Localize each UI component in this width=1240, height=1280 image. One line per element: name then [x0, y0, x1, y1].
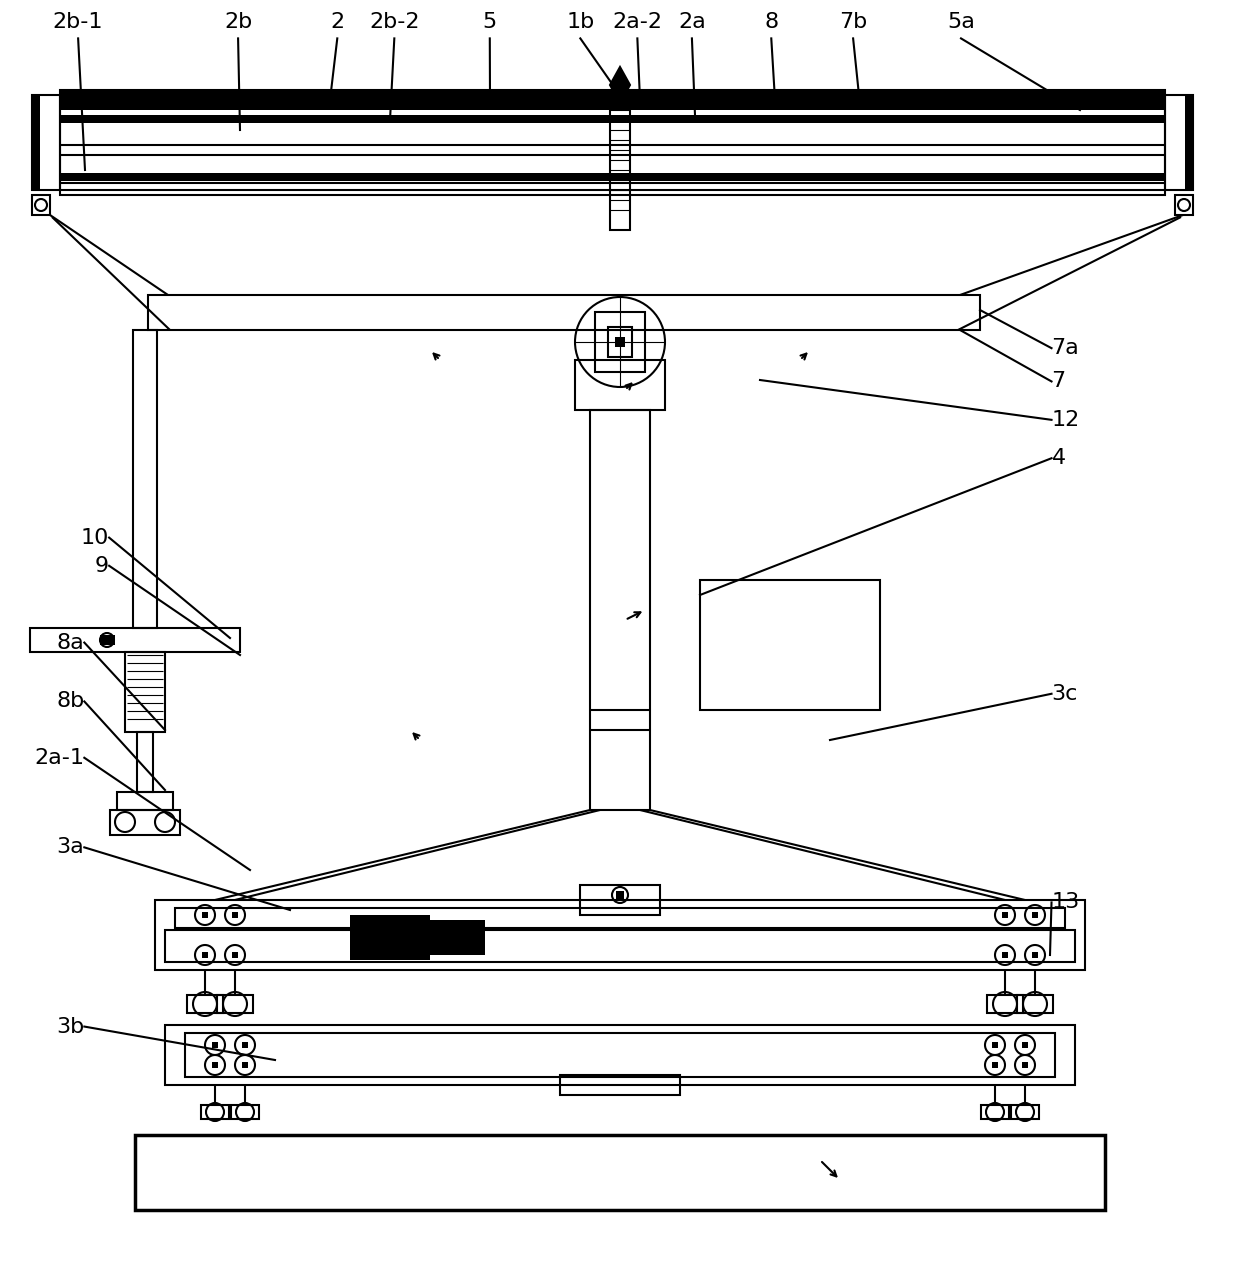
Text: 4: 4 [1052, 448, 1065, 468]
Bar [1022, 1062, 1028, 1068]
Text: 1b: 1b [567, 12, 594, 32]
Bar [135, 1135, 1105, 1210]
Bar [430, 920, 485, 955]
Text: 2b-1: 2b-1 [53, 12, 103, 32]
Bar [165, 1025, 1075, 1085]
Text: 5a: 5a [947, 12, 975, 32]
Bar [187, 995, 223, 1012]
Bar [202, 913, 208, 918]
Bar [580, 884, 660, 915]
Bar [60, 173, 1166, 180]
Bar [202, 952, 208, 957]
Bar [60, 115, 1166, 123]
Bar [110, 810, 180, 835]
Bar [1022, 1042, 1028, 1048]
Bar [30, 628, 241, 652]
Text: 2b: 2b [224, 12, 252, 32]
Bar [590, 410, 650, 810]
Bar [615, 337, 625, 347]
Bar [610, 110, 630, 230]
Bar [1176, 195, 1193, 215]
Bar [231, 1105, 259, 1119]
Text: 2a-1: 2a-1 [35, 748, 84, 768]
Text: 2: 2 [330, 12, 345, 32]
Bar [212, 1062, 218, 1068]
Bar [117, 792, 174, 810]
Bar [133, 330, 157, 628]
Text: 9: 9 [95, 556, 109, 576]
Bar [560, 1075, 680, 1094]
Bar [242, 1062, 248, 1068]
Bar [201, 1105, 229, 1119]
Bar [185, 1033, 1055, 1076]
Bar [60, 90, 1166, 110]
Text: 2a-2: 2a-2 [613, 12, 662, 32]
Bar [1185, 95, 1193, 189]
Bar [242, 1042, 248, 1048]
Bar [232, 952, 238, 957]
Text: 2a: 2a [678, 12, 706, 32]
Bar [212, 1042, 218, 1048]
Bar [701, 580, 880, 710]
Text: 10: 10 [81, 527, 109, 548]
Bar [1166, 95, 1193, 189]
Bar [616, 891, 624, 899]
Bar [60, 90, 1166, 195]
Bar [350, 915, 430, 960]
Bar [136, 732, 153, 792]
Text: 7a: 7a [1052, 338, 1079, 358]
Bar [32, 95, 40, 189]
Bar [595, 312, 645, 372]
Bar [32, 195, 50, 215]
Bar [32, 95, 60, 189]
Bar [1017, 995, 1053, 1012]
Text: 12: 12 [1052, 410, 1080, 430]
Text: 8a: 8a [57, 632, 84, 653]
Bar [232, 913, 238, 918]
Text: 7b: 7b [839, 12, 867, 32]
Text: 13: 13 [1052, 892, 1080, 913]
Bar [165, 931, 1075, 963]
Polygon shape [610, 67, 630, 102]
Text: 3a: 3a [57, 837, 84, 858]
Bar [992, 1062, 998, 1068]
Text: 5: 5 [482, 12, 497, 32]
Bar [1032, 913, 1038, 918]
Bar [981, 1105, 1009, 1119]
Text: 3b: 3b [56, 1016, 84, 1037]
Bar [217, 995, 253, 1012]
Text: 8b: 8b [56, 691, 84, 712]
Bar [155, 900, 1085, 970]
Bar [175, 908, 1065, 928]
Bar [148, 294, 980, 330]
Text: 3c: 3c [1052, 684, 1078, 704]
Bar [100, 635, 115, 645]
Bar [987, 995, 1023, 1012]
Bar [1002, 913, 1008, 918]
Bar [1011, 1105, 1039, 1119]
Bar [992, 1042, 998, 1048]
Text: 7: 7 [1052, 371, 1065, 392]
Bar [608, 326, 632, 357]
Text: 2b-2: 2b-2 [370, 12, 419, 32]
Bar [125, 652, 165, 732]
Bar [575, 360, 665, 410]
Text: 8: 8 [764, 12, 779, 32]
Bar [1002, 952, 1008, 957]
Bar [1032, 952, 1038, 957]
